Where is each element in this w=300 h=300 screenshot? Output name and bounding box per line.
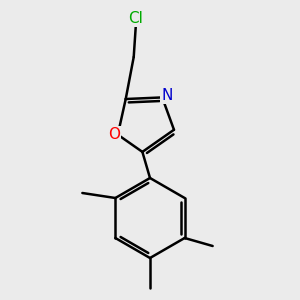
Text: O: O [108, 127, 120, 142]
Text: Cl: Cl [128, 11, 143, 26]
Text: N: N [161, 88, 173, 103]
